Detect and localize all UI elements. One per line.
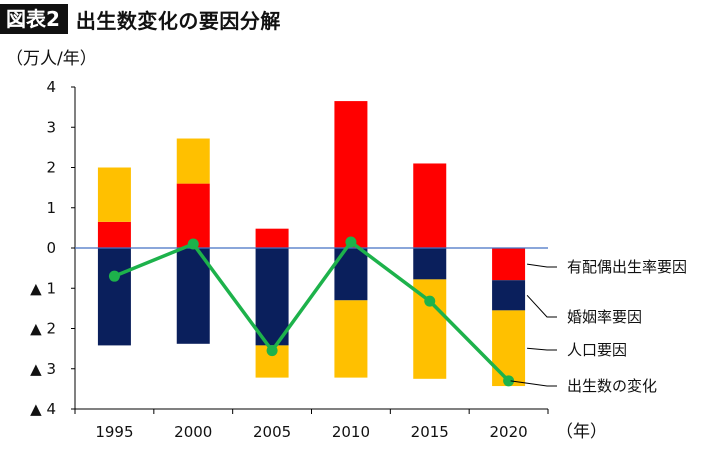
bar-marital-fertility bbox=[255, 228, 289, 248]
bar-marriage-rate bbox=[413, 248, 447, 280]
bar-marriage-rate bbox=[176, 248, 210, 344]
y-tick-label: 2 bbox=[46, 159, 56, 177]
bar-population bbox=[492, 310, 526, 387]
legend-leader-line bbox=[527, 263, 557, 268]
bar-marital-fertility bbox=[492, 248, 526, 281]
y-tick-label: ▲ 4 bbox=[30, 400, 56, 418]
bar-population bbox=[334, 300, 368, 378]
bar-population bbox=[97, 167, 131, 222]
y-tick-label: 0 bbox=[46, 239, 56, 257]
y-tick-label: ▲ 2 bbox=[30, 320, 56, 338]
legend-label: 婚姻率要因 bbox=[567, 308, 642, 326]
x-tick-label: 2005 bbox=[253, 423, 291, 441]
y-tick-label: 1 bbox=[46, 199, 56, 217]
chart-title: 出生数変化の要因分解 bbox=[75, 8, 281, 33]
legend-label: 出生数の変化 bbox=[567, 377, 657, 395]
bar-marital-fertility bbox=[97, 221, 131, 248]
x-tick-label: 1995 bbox=[95, 423, 133, 441]
bar-marital-fertility bbox=[413, 163, 447, 248]
y-tick-label: 3 bbox=[46, 118, 56, 136]
legend-leader-line bbox=[526, 294, 557, 318]
bar-marriage-rate bbox=[492, 280, 526, 311]
figure-badge: 図表2 bbox=[0, 4, 68, 34]
x-tick-label: 2000 bbox=[174, 423, 212, 441]
line-point bbox=[503, 375, 515, 387]
line-birth-change bbox=[113, 239, 510, 383]
bar-marital-fertility bbox=[176, 183, 210, 248]
y-tick-label: ▲ 3 bbox=[30, 360, 56, 378]
title-bar: 図表2 出生数変化の要因分解 bbox=[0, 4, 281, 34]
legend-label: 人口要因 bbox=[567, 341, 627, 359]
line-point bbox=[345, 236, 357, 248]
legend-leader-line bbox=[527, 347, 557, 351]
legend-label: 有配偶出生率要因 bbox=[567, 258, 687, 276]
bar-marriage-rate bbox=[97, 248, 131, 346]
line-point bbox=[108, 270, 120, 282]
line-point bbox=[424, 295, 436, 307]
x-tick-label: 2010 bbox=[332, 423, 370, 441]
line-point bbox=[187, 238, 199, 250]
bar-population bbox=[176, 138, 210, 184]
x-axis-unit-label: （年） bbox=[556, 422, 607, 442]
x-tick-label: 2015 bbox=[411, 423, 449, 441]
y-axis-unit-label: （万人/年） bbox=[6, 49, 97, 69]
y-tick-label: ▲ 1 bbox=[30, 279, 56, 297]
line-point bbox=[266, 345, 278, 357]
bar-marriage-rate bbox=[255, 248, 289, 346]
x-tick-label: 2020 bbox=[489, 423, 527, 441]
y-tick-label: 4 bbox=[46, 78, 56, 96]
legend-leader-line bbox=[510, 380, 557, 387]
bar-marital-fertility bbox=[334, 101, 368, 249]
